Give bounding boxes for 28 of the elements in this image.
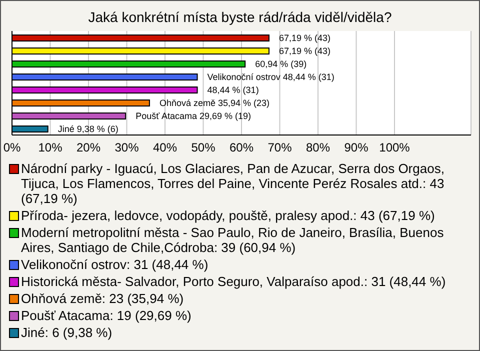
data-label: 67,19 % (43)	[279, 33, 331, 43]
legend-label: Ohňová země: 23 (35,94 %)	[21, 291, 184, 306]
legend-label: Národní parky - Iguacú, Los Glaciares, Pan de Azucar, Serra dos Orgaos, Tijuca, Los Flamencos, Torres del Paine, Vincente Peréz Rosales atd.: 43 (67,19 %)	[21, 161, 446, 206]
data-label: 60,94 % (39)	[255, 59, 307, 69]
chart-title: Jaká konkrétní místa byste rád/ráda viděl/viděla?	[87, 8, 393, 27]
x-tick-label: 40%	[152, 140, 178, 155]
x-tick-label: 100%	[379, 140, 410, 155]
legend-label: Jiné: 6 (9,38 %)	[21, 325, 112, 340]
x-tick-label: 90%	[344, 140, 369, 155]
legend-label: Poušť Atacama: 19 (29,69 %)	[21, 308, 192, 323]
x-tick-label: 50%	[191, 140, 216, 155]
x-tick-label: 20%	[76, 140, 101, 155]
x-tick-label: 70%	[268, 140, 292, 155]
data-label: 67,19 % (43)	[279, 46, 331, 56]
data-label: Velikonoční ostrov 48,44 % (31)	[207, 72, 334, 82]
data-label: Jiné 9,38 % (6)	[58, 124, 118, 134]
x-tick-label: 60%	[229, 140, 254, 155]
legend-label: Velikonoční ostrov: 31 (48,44 %)	[21, 257, 208, 272]
legend-label: Moderní metropolitní města - Sao Paulo, Rio de Janeiro, Brasília, Buenos Aires, Santiago de Chile,Códroba: 39 (60,94 %)	[21, 225, 445, 255]
x-tick-label: 80%	[306, 140, 330, 155]
legend-label: Historická města- Salvador, Porto Seguro, Valparaíso apod.: 31 (48,44 %)	[21, 274, 446, 289]
x-tick-label: 30%	[114, 140, 140, 155]
data-label: 48,44 % (31)	[207, 85, 259, 95]
x-tick-label: 10%	[38, 140, 63, 155]
data-label: Poušť Atacama 29,69 % (19)	[136, 111, 252, 121]
legend-label: Příroda- jezera, ledovce, vodopády, pouště, pralesy apod.: 43 (67,19 %)	[21, 208, 435, 223]
data-label: Ohňová země 35,94 % (23)	[159, 98, 270, 108]
x-tick-label: 0%	[3, 140, 21, 155]
